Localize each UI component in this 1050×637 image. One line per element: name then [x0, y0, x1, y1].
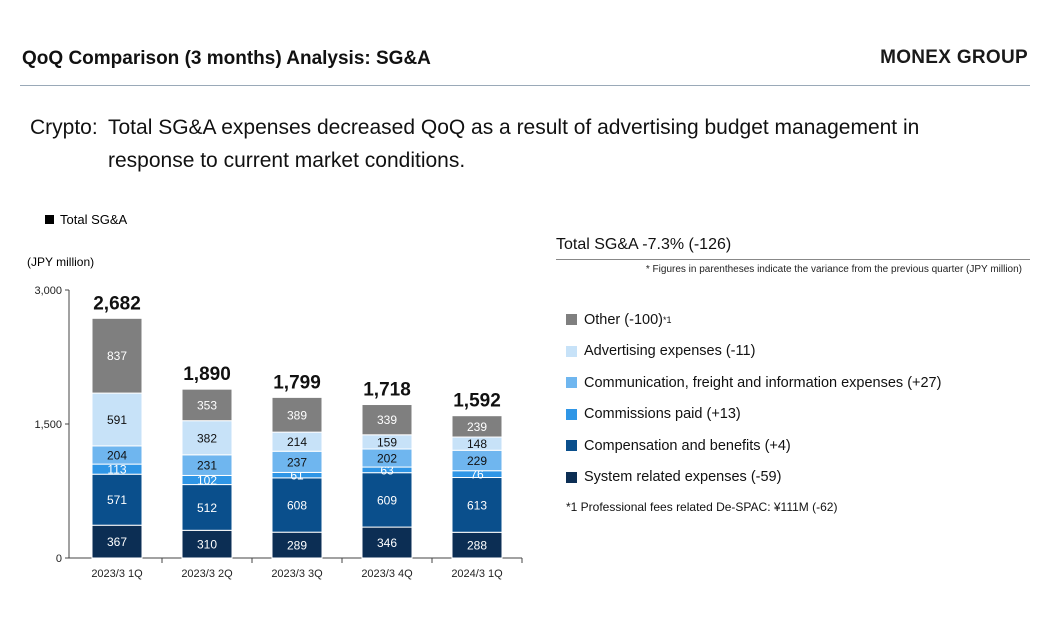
data-label: 389	[287, 408, 307, 422]
category-label: Compensation and benefits (+4)	[584, 437, 791, 454]
data-label: 609	[377, 493, 397, 507]
bar-segment	[361, 526, 413, 559]
bar-segment	[271, 396, 323, 433]
category-swatch	[566, 377, 577, 389]
y-axis-unit-label: (JPY million)	[27, 255, 95, 269]
total-label: 2,682	[93, 293, 141, 314]
chart-legend: Total SG&A	[45, 212, 127, 227]
total-label: 1,718	[363, 380, 411, 401]
category-swatch	[566, 471, 577, 483]
y-tick-label: 1,500	[34, 419, 62, 431]
data-label: 608	[287, 499, 307, 513]
bar-segment	[181, 420, 233, 456]
category-item: Commissions paid (+13)	[566, 399, 941, 431]
y-tick-label: 0	[56, 553, 62, 565]
x-tick-label: 2023/3 2Q	[181, 568, 233, 580]
variance-note: * Figures in parentheses indicate the va…	[645, 264, 1022, 275]
data-label: 202	[377, 452, 397, 466]
bar-segment	[451, 531, 503, 559]
bar-segment	[181, 529, 233, 559]
category-variance-list: Other (-100) *1 Advertising expenses (-11…	[566, 304, 941, 493]
data-label: 239	[467, 420, 487, 434]
data-label: 346	[377, 536, 397, 550]
data-label: 310	[197, 538, 217, 552]
category-label: Other (-100)	[584, 311, 663, 328]
data-label: 571	[107, 493, 127, 507]
category-footnote-mark: *1	[662, 314, 672, 325]
category-swatch	[566, 408, 577, 420]
y-tick-label: 3,000	[34, 285, 62, 297]
data-label: 289	[287, 539, 307, 553]
data-label: 367	[107, 535, 127, 549]
data-label: 353	[197, 398, 217, 412]
summary-line-1: Total SG&A expenses decreased QoQ as a r…	[108, 116, 920, 139]
bar-segment	[181, 388, 233, 422]
category-item: System related expenses (-59)	[566, 462, 941, 494]
category-item: Other (-100) *1	[566, 304, 941, 336]
data-label: 229	[467, 454, 487, 468]
bar-segment	[91, 317, 143, 394]
data-label: 837	[107, 349, 127, 363]
category-label: Advertising expenses (-11)	[584, 343, 756, 360]
category-item: Advertising expenses (-11)	[566, 336, 941, 368]
x-tick-label: 2023/3 1Q	[91, 568, 143, 580]
category-swatch	[566, 440, 577, 452]
bar-segment	[361, 404, 413, 436]
category-label: Commissions paid (+13)	[584, 406, 741, 423]
category-swatch	[566, 345, 577, 357]
brand-logo: MONEX GROUP	[880, 47, 1028, 68]
header-divider	[20, 85, 1030, 86]
data-label: 214	[287, 435, 307, 449]
category-label: System related expenses (-59)	[584, 469, 782, 486]
variance-title: Total SG&A -7.3% (-126)	[556, 236, 732, 253]
bar-segment	[91, 392, 143, 447]
x-tick-label: 2023/3 3Q	[271, 568, 323, 580]
data-label: 382	[197, 431, 217, 445]
category-item: Compensation and benefits (+4)	[566, 430, 941, 462]
footnote: *1 Professional fees related De-SPAC: ¥1…	[566, 500, 838, 514]
total-label: 1,890	[183, 364, 231, 385]
data-label: 339	[377, 413, 397, 427]
data-label: 591	[107, 413, 127, 427]
bar-segment	[181, 484, 233, 531]
data-label: 231	[197, 459, 217, 473]
category-swatch	[566, 314, 577, 326]
variance-divider	[556, 259, 1030, 260]
summary-label: Crypto:	[30, 116, 98, 139]
data-label: 148	[467, 437, 487, 451]
data-label: 512	[197, 501, 217, 515]
data-label: 113	[107, 463, 126, 477]
legend-swatch-total	[45, 215, 54, 224]
summary-line-2: response to current market conditions.	[108, 149, 466, 172]
x-tick-label: 2023/3 4Q	[361, 568, 413, 580]
bar-segment	[91, 524, 143, 559]
data-label: 613	[467, 498, 487, 512]
legend-label-total: Total SG&A	[60, 212, 128, 227]
data-label: 237	[287, 455, 307, 469]
bar-segment	[361, 472, 413, 528]
bar-segment	[451, 415, 503, 438]
data-label: 288	[467, 539, 487, 553]
category-item: Communication, freight and information e…	[566, 367, 941, 399]
data-label: 159	[377, 435, 397, 449]
page-title: QoQ Comparison (3 months) Analysis: SG&A	[22, 48, 431, 69]
x-tick-label: 2024/3 1Q	[451, 568, 503, 580]
category-label: Communication, freight and information e…	[584, 374, 942, 391]
data-label: 102	[197, 474, 217, 488]
total-label: 1,592	[453, 391, 501, 412]
total-label: 1,799	[273, 372, 321, 393]
data-label: 204	[107, 448, 127, 462]
summary-text: Crypto: Total SG&A expenses decreased QoQ…	[30, 111, 990, 177]
